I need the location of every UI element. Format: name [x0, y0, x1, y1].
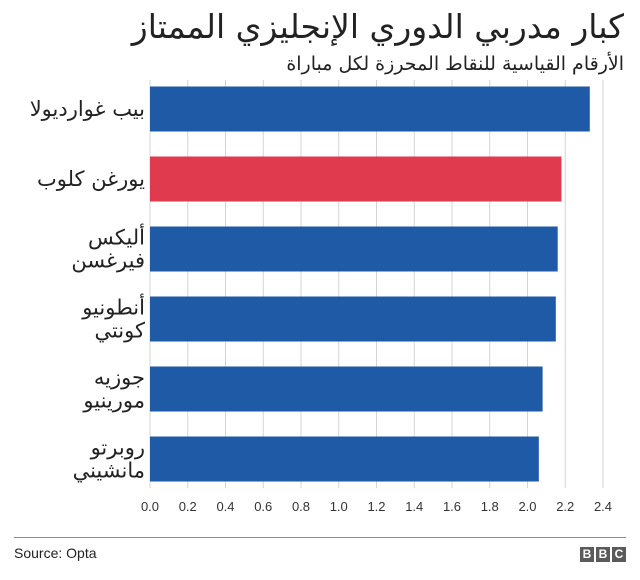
bar: [150, 226, 558, 272]
category-label-line: يورغن كلوب: [37, 167, 145, 191]
category-label-line: جوزيه: [94, 366, 145, 390]
bar-chart: بيب غوارديولا يورغن كلوب أليكس فيرغسن أنطوني…: [30, 80, 612, 514]
footer-divider: [14, 537, 626, 538]
bbc-logo: B B C: [580, 547, 626, 562]
x-tick-label: 1.2: [367, 499, 385, 514]
x-tick-label: 0.8: [292, 499, 310, 514]
category-label-line: مانشيني: [73, 459, 145, 483]
x-tick-label: 2.4: [594, 499, 612, 514]
bar: [150, 296, 556, 342]
x-tick-label: 0.2: [179, 499, 197, 514]
category-label-line: روبرتو: [90, 436, 145, 460]
source-note: Source: Opta: [14, 545, 97, 561]
category-label: روبرتو مانشيني: [73, 436, 145, 483]
x-tick-label: 0.0: [141, 499, 159, 514]
category-label: يورغن كلوب: [37, 167, 145, 191]
chart-title: كبار مدربي الدوري الإنجليزي الممتاز: [131, 7, 624, 46]
category-label-line: أليكس: [88, 224, 145, 250]
x-tick-label: 0.4: [216, 499, 234, 514]
bar: [150, 366, 543, 412]
x-tick-label: 1.8: [481, 499, 499, 514]
x-tick-label: 1.4: [405, 499, 423, 514]
category-label-line: كونتي: [94, 319, 145, 343]
chart-subtitle: الأرقام القياسية للنقاط المحرزة لكل مبار…: [286, 53, 624, 75]
x-tick-label: 1.0: [330, 499, 348, 514]
category-label: أليكس فيرغسن: [71, 224, 145, 273]
bar: [150, 436, 539, 482]
x-tick-label: 1.6: [443, 499, 461, 514]
category-label-line: فيرغسن: [71, 249, 145, 273]
logo-letter: B: [580, 547, 594, 562]
bar: [150, 86, 590, 132]
x-tick-label: 0.6: [254, 499, 272, 514]
logo-letter: C: [612, 547, 626, 562]
x-tick-label: 2.0: [518, 499, 536, 514]
x-tick-label: 2.2: [556, 499, 574, 514]
category-label-line: مورينيو: [82, 389, 145, 413]
category-label: جوزيه مورينيو: [82, 366, 145, 413]
category-label: بيب غوارديولا: [30, 97, 145, 121]
category-label: أنطونيو كونتي: [81, 294, 145, 343]
category-label-line: أنطونيو: [81, 294, 145, 320]
logo-letter: B: [596, 547, 610, 562]
bar: [150, 156, 562, 202]
category-label-line: بيب غوارديولا: [30, 97, 145, 121]
